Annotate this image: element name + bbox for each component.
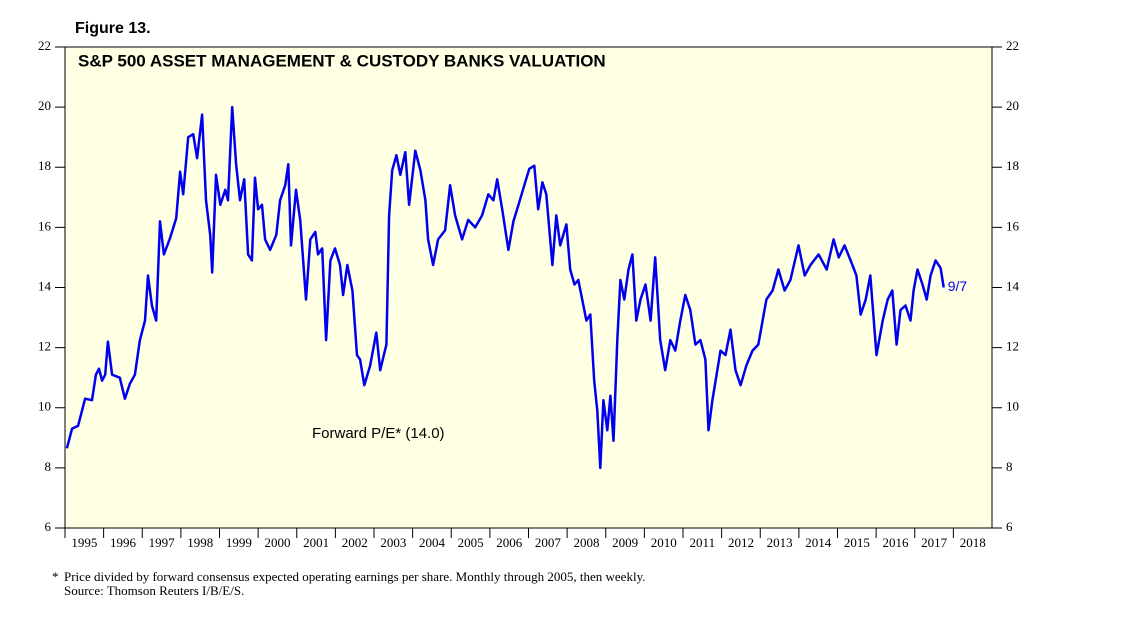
plot-area <box>64 46 993 529</box>
x-tick-label: 1996 <box>110 535 137 550</box>
y-tick-label: 18 <box>38 158 51 173</box>
y-tick-label: 6 <box>45 519 52 534</box>
y2-tick-label: 18 <box>1006 158 1019 173</box>
x-tick-label: 2009 <box>612 535 638 550</box>
y-tick-label: 16 <box>38 218 52 233</box>
line-series <box>65 105 945 470</box>
x-tick-label: 2004 <box>419 535 446 550</box>
y-tick-label: 14 <box>38 278 52 293</box>
x-tick-label: 2014 <box>805 535 832 550</box>
x-tick-label: 1999 <box>226 535 252 550</box>
y2-tick-label: 10 <box>1006 399 1019 414</box>
x-tick-label: 2016 <box>882 535 909 550</box>
footnote: Price divided by forward consensus expec… <box>64 569 645 584</box>
y-tick-label: 12 <box>38 339 51 354</box>
x-tick-label: 2011 <box>690 535 716 550</box>
x-tick-label: 2013 <box>767 535 793 550</box>
x-tick-label: 2005 <box>458 535 484 550</box>
x-tick-label: 2006 <box>496 535 523 550</box>
x-tick-label: 2015 <box>844 535 870 550</box>
x-tick-label: 2001 <box>303 535 329 550</box>
figure-label: Figure 13. <box>75 20 151 37</box>
x-tick-label: 2017 <box>921 535 948 550</box>
y2-tick-label: 22 <box>1006 38 1019 53</box>
y-tick-label: 20 <box>38 98 51 113</box>
x-tick-label: 2010 <box>651 535 677 550</box>
end-label: 9/7 <box>948 278 968 294</box>
y-tick-label: 10 <box>38 399 51 414</box>
x-tick-label: 2000 <box>264 535 290 550</box>
y-tick-label: 8 <box>45 459 52 474</box>
y2-tick-label: 6 <box>1006 519 1013 534</box>
source: Source: Thomson Reuters I/B/E/S. <box>64 583 244 598</box>
x-tick-label: 2007 <box>535 535 562 550</box>
x-tick-label: 2003 <box>380 535 406 550</box>
footnote-marker: * <box>52 569 59 584</box>
x-tick-label: 2012 <box>728 535 754 550</box>
y2-tick-label: 12 <box>1006 339 1019 354</box>
y2-tick-label: 20 <box>1006 98 1019 113</box>
chart-title: S&P 500 ASSET MANAGEMENT & CUSTODY BANKS… <box>78 51 606 70</box>
x-tick-label: 2002 <box>342 535 368 550</box>
x-tick-label: 1997 <box>149 535 176 550</box>
y-tick-label: 22 <box>38 38 51 53</box>
x-tick-label: 1995 <box>71 535 97 550</box>
y2-tick-label: 14 <box>1006 278 1020 293</box>
y2-tick-label: 8 <box>1006 459 1013 474</box>
x-tick-label: 1998 <box>187 535 213 550</box>
x-tick-label: 2018 <box>960 535 986 550</box>
annotation: Forward P/E* (14.0) <box>312 425 445 442</box>
y2-tick-label: 16 <box>1006 218 1020 233</box>
x-tick-label: 2008 <box>573 535 599 550</box>
